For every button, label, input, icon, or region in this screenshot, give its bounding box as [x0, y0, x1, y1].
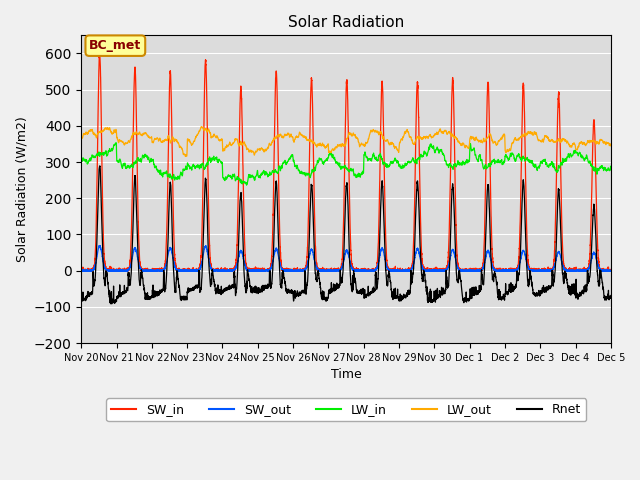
Rnet [96, 163, 104, 169]
SW_out [95, 243, 103, 249]
Line: SW_in: SW_in [81, 52, 611, 271]
Rnet [465, 297, 472, 303]
LW_in [257, 171, 265, 177]
LW_in [77, 156, 85, 162]
LW_out [479, 136, 487, 142]
Line: LW_in: LW_in [81, 143, 611, 185]
SW_in [77, 268, 85, 274]
LW_in [465, 158, 472, 164]
LW_out [198, 124, 205, 130]
LW_in [112, 140, 120, 145]
LW_out [607, 143, 614, 149]
X-axis label: Time: Time [331, 368, 362, 381]
LW_out [182, 154, 189, 159]
LW_in [585, 159, 593, 165]
SW_in [578, 268, 586, 274]
LW_in [607, 164, 614, 169]
SW_out [257, 268, 265, 274]
SW_out [607, 268, 614, 274]
SW_in [479, 257, 487, 263]
Text: BC_met: BC_met [89, 39, 141, 52]
SW_out [465, 267, 472, 273]
SW_out [328, 268, 336, 274]
SW_out [585, 265, 593, 271]
Rnet [257, 286, 265, 292]
SW_out [77, 267, 85, 273]
Rnet [585, 273, 593, 279]
Rnet [607, 293, 614, 299]
Title: Solar Radiation: Solar Radiation [288, 15, 404, 30]
LW_out [77, 135, 85, 141]
LW_out [579, 140, 586, 146]
SW_in [465, 267, 472, 273]
SW_out [479, 264, 487, 270]
Rnet [578, 289, 586, 295]
SW_in [96, 49, 104, 55]
LW_out [328, 147, 336, 153]
SW_out [579, 268, 586, 274]
LW_in [328, 154, 336, 159]
Rnet [328, 288, 336, 294]
LW_in [479, 165, 487, 171]
Y-axis label: Solar Radiation (W/m2): Solar Radiation (W/m2) [15, 116, 28, 262]
Rnet [77, 301, 85, 307]
Rnet [479, 281, 487, 287]
SW_in [328, 266, 336, 272]
Line: LW_out: LW_out [81, 127, 611, 156]
LW_in [579, 155, 586, 161]
Legend: SW_in, SW_out, LW_in, LW_out, Rnet: SW_in, SW_out, LW_in, LW_out, Rnet [106, 398, 586, 421]
LW_out [465, 145, 472, 151]
LW_in [243, 182, 250, 188]
SW_in [585, 265, 593, 271]
LW_out [257, 145, 265, 151]
SW_in [257, 267, 265, 273]
Line: SW_out: SW_out [81, 246, 611, 271]
SW_out [81, 268, 88, 274]
Line: Rnet: Rnet [81, 166, 611, 304]
LW_out [585, 140, 593, 145]
SW_in [607, 266, 614, 272]
